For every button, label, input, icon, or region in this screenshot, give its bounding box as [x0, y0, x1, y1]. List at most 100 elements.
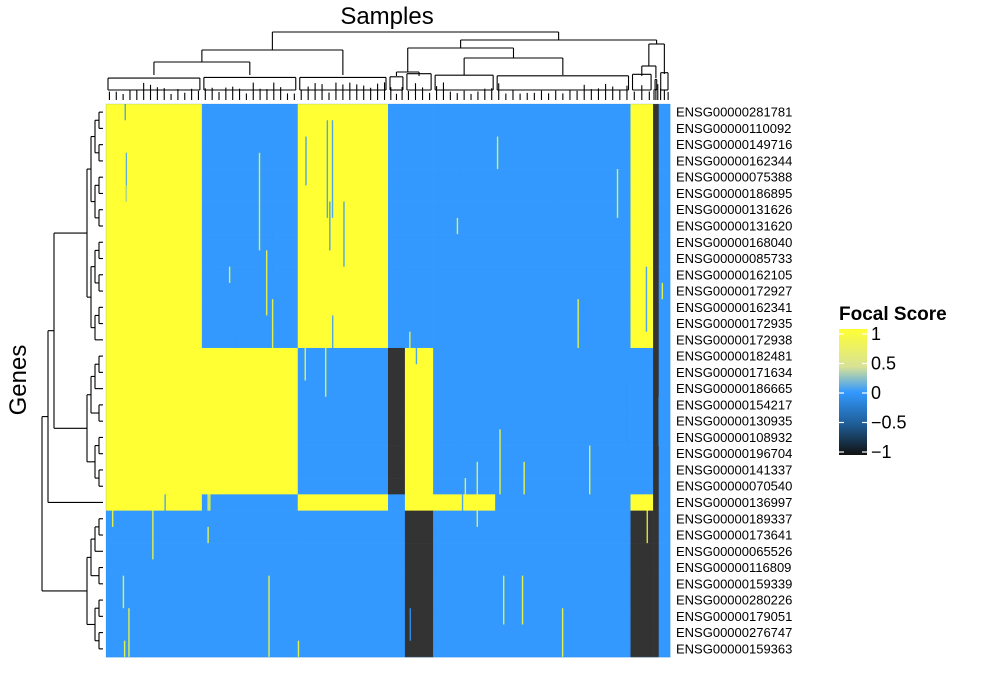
- heatmap-cell: [495, 250, 631, 267]
- heatmap-cell: [201, 104, 299, 121]
- heatmap-cell: [658, 185, 671, 202]
- heatmap-cell: [630, 510, 654, 528]
- heatmap-cell: [106, 250, 203, 267]
- heatmap-cell: [653, 494, 660, 511]
- heatmap-cell: [433, 461, 496, 479]
- heatmap-cell: [297, 575, 389, 593]
- heatmap-cell: [201, 315, 299, 333]
- heatmap-cell: [201, 640, 299, 658]
- heatmap-cell: [388, 169, 406, 186]
- heatmap-cell: [495, 559, 631, 576]
- gene-label: ENSG00000281781: [676, 105, 792, 120]
- heatmap-cell: [106, 185, 203, 202]
- heatmap-cell: [201, 120, 299, 137]
- heatmap-cell: [630, 282, 654, 300]
- heatmap-cell: [495, 364, 631, 381]
- heatmap-cell: [388, 185, 406, 202]
- heatmap-cell: [433, 478, 496, 495]
- heatmap-cell: [630, 331, 654, 349]
- heatmap-cell: [658, 608, 671, 625]
- heatmap-cell: [388, 201, 406, 219]
- heatmap-cell: [653, 217, 660, 235]
- sample-streak: [557, 640, 560, 657]
- heatmap-cell: [658, 380, 671, 398]
- heatmap-cell: [388, 136, 406, 154]
- heatmap-cell: [388, 380, 406, 398]
- heatmap-cell: [658, 445, 671, 463]
- heatmap-cell: [106, 217, 203, 235]
- heatmap-cell: [388, 526, 406, 544]
- heatmap-cell: [388, 445, 406, 463]
- heatmap-cell: [201, 266, 299, 284]
- heatmap-cell: [653, 152, 660, 170]
- heatmap-cell: [106, 445, 203, 463]
- heatmap-cell: [433, 315, 496, 333]
- heatmap-cell: [630, 250, 654, 267]
- heatmap-cell: [297, 445, 389, 463]
- heatmap-cell: [106, 478, 203, 495]
- heatmap-cell: [297, 152, 389, 170]
- heatmap-cell: [630, 396, 654, 414]
- sample-streak: [145, 559, 148, 625]
- heatmap-cell: [201, 185, 299, 202]
- heatmap-cell: [658, 347, 671, 365]
- heatmap-cell: [106, 136, 203, 154]
- gene-label: ENSG00000131620: [676, 218, 792, 233]
- heatmap-cell: [201, 169, 299, 186]
- heatmap-cell: [404, 315, 434, 333]
- heatmap-cell: [106, 201, 203, 219]
- sample-streak: [329, 201, 331, 251]
- sample-streak: [382, 575, 384, 625]
- heatmap-cell: [297, 380, 389, 398]
- heatmap-cell: [297, 624, 389, 642]
- heatmap-cell: [658, 543, 671, 560]
- heatmap-cell: [433, 217, 496, 235]
- heatmap-cell: [658, 282, 671, 300]
- heatmap-cell: [658, 461, 671, 479]
- sample-streak: [616, 169, 619, 218]
- heatmap-cell: [658, 624, 671, 642]
- heatmap-cell: [404, 331, 434, 349]
- sample-streak: [626, 380, 628, 446]
- gene-label: ENSG00000189337: [676, 511, 792, 526]
- sample-streak: [271, 299, 274, 397]
- heatmap-cell: [658, 413, 671, 430]
- sample-streak: [585, 120, 587, 170]
- heatmap-cell: [201, 543, 299, 560]
- heatmap-cell: [630, 347, 654, 365]
- heatmap-cell: [106, 543, 203, 560]
- gene-label: ENSG00000136997: [676, 495, 792, 510]
- sample-streak: [331, 120, 334, 218]
- sample-streak: [122, 575, 125, 609]
- heatmap-cell: [653, 120, 660, 137]
- heatmap-cell: [433, 559, 496, 576]
- heatmap-cell: [658, 575, 671, 593]
- heatmap-cell: [388, 331, 406, 349]
- heatmap-cell: [433, 282, 496, 300]
- sample-streak: [461, 429, 464, 527]
- heatmap-cell: [404, 152, 434, 170]
- heatmap-cell: [201, 396, 299, 414]
- heatmap-cell: [404, 575, 434, 593]
- gene-labels: ENSG00000281781ENSG00000110092ENSG000001…: [676, 105, 792, 657]
- heatmap-cell: [433, 347, 496, 365]
- heatmap-cell: [201, 152, 299, 170]
- sample-streak: [415, 282, 418, 365]
- heatmap-cell: [201, 201, 299, 219]
- heatmap-cell: [433, 136, 496, 154]
- legend-tick-label: −0.5: [871, 413, 907, 433]
- heatmap-cell: [658, 526, 671, 544]
- heatmap-cell: [653, 315, 660, 333]
- heatmap-cell: [495, 315, 631, 333]
- heatmap-cell: [404, 299, 434, 316]
- gene-label: ENSG00000085733: [676, 251, 792, 266]
- heatmap-cell: [388, 559, 406, 576]
- gene-label: ENSG00000131626: [676, 202, 792, 217]
- heatmap-cell: [388, 543, 406, 560]
- heatmap-cell: [388, 315, 406, 333]
- sample-streak: [147, 282, 150, 365]
- heatmap-cell: [297, 526, 389, 544]
- gene-label: ENSG00000182481: [676, 349, 792, 364]
- heatmap-cell: [653, 543, 660, 560]
- heatmap-cell: [630, 234, 654, 251]
